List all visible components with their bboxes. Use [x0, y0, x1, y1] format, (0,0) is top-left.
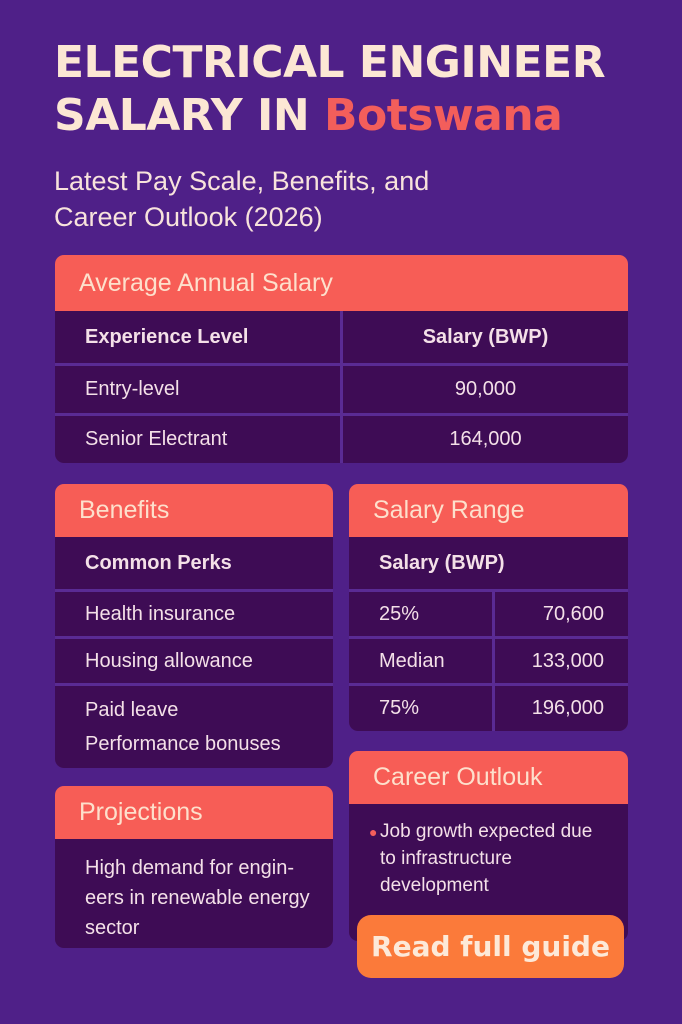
title-line-2-prefix: SALARY IN	[54, 90, 324, 141]
average-salary-card: Average Annual Salary Experience Level S…	[55, 255, 628, 463]
table-cell-label: 75%	[349, 686, 492, 731]
career-outlook-card: Career Outlouk ● Job growth expected due…	[349, 751, 628, 941]
benefits-heading: Benefits	[55, 484, 333, 537]
page-subtitle: Latest Pay Scale, Benefits, and Career O…	[54, 163, 614, 235]
projections-heading: Projections	[55, 786, 333, 839]
subtitle-line-1: Latest Pay Scale, Benefits, and	[54, 166, 430, 196]
career-outlook-heading: Career Outlouk	[349, 751, 628, 804]
table-cell-level: Entry-level	[55, 366, 340, 413]
column-header-salary: Salary (BWP)	[343, 311, 628, 363]
page-title: ELECTRICAL ENGINEER SALARY IN Botswana	[54, 36, 654, 142]
table-cell-value: 70,600	[495, 592, 628, 636]
table-cell-salary: 90,000	[343, 366, 628, 413]
salary-range-subheading: Salary (BWP)	[349, 537, 628, 589]
table-cell-label: 25%	[349, 592, 492, 636]
average-salary-table: Experience Level Salary (BWP) Entry-leve…	[55, 311, 628, 463]
read-full-guide-button[interactable]: Read full guide	[357, 915, 624, 978]
title-line-1: ELECTRICAL ENGINEER	[54, 37, 606, 88]
table-cell-level: Senior Electrant	[55, 416, 340, 463]
list-item: Job growth expected due to infrastructur…	[380, 821, 593, 896]
salary-range-table: Salary (BWP) 25% 70,600 Median 133,000 7…	[349, 537, 628, 731]
list-item: Health insurance	[55, 592, 333, 636]
table-cell-salary: 164,000	[343, 416, 628, 463]
benefits-subheading: Common Perks	[55, 537, 333, 589]
list-item-group: Paid leave Performance bonuses	[55, 686, 333, 768]
benefits-list: Common Perks Health insurance Housing al…	[55, 537, 333, 768]
projections-text: High demand for engin-eers in renewable …	[55, 839, 333, 948]
bullet-icon: ●	[369, 824, 378, 840]
list-item: Housing allowance	[55, 639, 333, 683]
salary-range-card: Salary Range Salary (BWP) 25% 70,600 Med…	[349, 484, 628, 731]
list-item: Performance bonuses	[85, 733, 281, 755]
list-item: Paid leave	[85, 699, 179, 721]
salary-range-heading: Salary Range	[349, 484, 628, 537]
table-cell-label: Median	[349, 639, 492, 683]
table-cell-value: 196,000	[495, 686, 628, 731]
table-cell-value: 133,000	[495, 639, 628, 683]
average-salary-heading: Average Annual Salary	[55, 255, 628, 311]
column-header-experience: Experience Level	[55, 311, 340, 363]
subtitle-line-2: Career Outlook (2026)	[54, 202, 323, 232]
projections-card: Projections High demand for engin-eers i…	[55, 786, 333, 948]
title-country: Botswana	[324, 90, 563, 141]
benefits-card: Benefits Common Perks Health insurance H…	[55, 484, 333, 768]
